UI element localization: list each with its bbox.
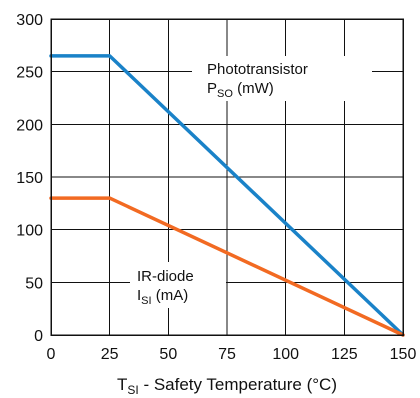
x-tick-labels: 0 25 50 75 100 125 150 — [47, 346, 417, 363]
y-tick-label: 150 — [16, 170, 43, 187]
phototransistor-label-bg — [192, 56, 372, 101]
series-lines — [49, 54, 405, 337]
phototransistor-series-line — [49, 54, 405, 337]
y-tick-label: 0 — [34, 328, 43, 345]
y-tick-label: 50 — [25, 275, 43, 292]
x-axis-title: TSI - Safety Temperature (°C) — [117, 375, 337, 397]
y-tick-label: 250 — [16, 65, 43, 82]
y-tick-label: 200 — [16, 117, 43, 134]
y-tick-label: 300 — [16, 12, 43, 29]
x-tick-label: 75 — [218, 346, 236, 363]
x-tick-label: 125 — [331, 346, 358, 363]
ir-diode-label-bg — [130, 262, 226, 308]
plot-frame — [50, 18, 404, 336]
x-tick-label: 100 — [272, 346, 299, 363]
phototransistor-label: Phototransistor — [207, 61, 308, 78]
x-tick-label: 25 — [101, 346, 119, 363]
ir-diode-label: IR-diode — [137, 268, 194, 285]
x-tick-label: 150 — [390, 346, 417, 363]
x-tick-label: 50 — [159, 346, 177, 363]
phototransistor-unit-label: PSO (mW) — [207, 80, 274, 100]
x-tick-label: 0 — [47, 346, 56, 363]
y-tick-label: 100 — [16, 223, 43, 240]
ir-diode-unit-label: ISI (mA) — [137, 287, 188, 307]
ir-diode-series-line — [49, 196, 405, 337]
y-tick-labels: 0 50 100 150 200 250 300 — [16, 12, 43, 345]
